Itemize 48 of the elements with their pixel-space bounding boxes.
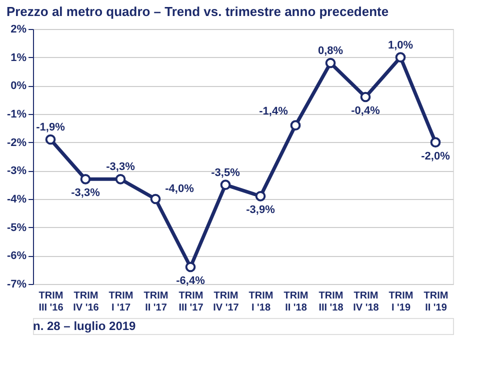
x-tick-label: TRIM III '18 [318, 290, 344, 314]
data-label: -3,9% [246, 204, 276, 216]
x-tick-label: TRIM III '16 [38, 290, 64, 314]
x-tick-label: TRIM I '18 [248, 290, 274, 314]
chart-title: Prezzo al metro quadro – Trend vs. trimestre anno precedente [6, 4, 389, 19]
point [220, 180, 231, 190]
point [325, 58, 336, 68]
x-tick-label: TRIM I '19 [388, 290, 414, 314]
point [150, 194, 161, 204]
data-label: -2,0% [421, 150, 450, 162]
data-label: -3,3% [106, 161, 136, 174]
x-tick-label: TRIM IV '16 [73, 290, 100, 314]
data-label: -3,5% [211, 166, 240, 179]
point [430, 137, 441, 148]
y-tick-label: -7% [6, 278, 27, 290]
y-tick-label: 0% [10, 80, 27, 92]
point [115, 174, 126, 184]
y-tick-label: 1% [10, 52, 27, 64]
y-tick-label: -3% [6, 165, 27, 178]
point [45, 134, 56, 145]
x-tick-label: TRIM IV '17 [213, 290, 240, 314]
y-tick-label: -6% [6, 250, 27, 262]
point [80, 174, 91, 184]
y-tick-label: -1% [6, 108, 27, 120]
point [255, 190, 266, 202]
data-label: 1,0% [388, 39, 414, 52]
x-tick-label: TRIM IV '18 [353, 290, 380, 314]
y-tick-label: -5% [6, 222, 27, 234]
y-tick-label: -4% [6, 194, 27, 206]
point [290, 120, 301, 131]
y-tick-label: -2% [6, 136, 27, 149]
data-label: -1,4% [259, 105, 288, 118]
x-tick-label: TRIM I '17 [108, 290, 134, 314]
data-label: -1,9% [36, 122, 66, 134]
x-tick-label: TRIM III '17 [178, 290, 204, 314]
data-label: -6,4% [176, 275, 206, 287]
x-tick-label: TRIM II '17 [144, 290, 168, 314]
point [185, 262, 196, 272]
point [360, 92, 371, 102]
x-tick-label: TRIM II '18 [284, 290, 308, 314]
point [395, 52, 406, 63]
y-tick-label: 2% [10, 24, 27, 36]
data-label: -3,3% [71, 187, 100, 200]
data-label: -0,4% [351, 105, 380, 117]
x-tick-label: TRIM II '19 [424, 290, 448, 314]
data-label: -4,0% [165, 183, 194, 195]
text: n. 28 – luglio 2019 [33, 319, 136, 333]
data-label: 0,8% [318, 45, 344, 57]
